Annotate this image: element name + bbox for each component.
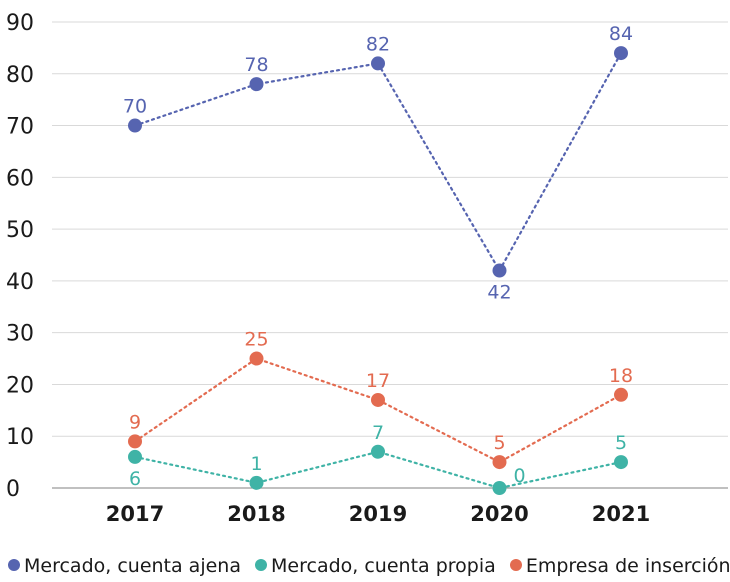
data-point-1-3[interactable]: [492, 481, 507, 495]
series-line-0: [133, 51, 623, 273]
legend-item-0[interactable]: Mercado, cuenta ajena: [8, 555, 241, 577]
y-tick-label-60: 60: [6, 166, 34, 191]
data-label-0-3: 42: [487, 282, 511, 304]
legend-marker-1: [255, 559, 268, 571]
data-point-0-1[interactable]: [249, 77, 264, 92]
data-point-2-2[interactable]: [371, 392, 385, 407]
data-point-0-0[interactable]: [128, 118, 142, 133]
y-tick-label-20: 20: [6, 373, 34, 398]
data-label-0-4: 84: [609, 23, 633, 45]
data-label-1-1: 1: [250, 453, 262, 475]
data-point-2-3[interactable]: [492, 455, 507, 470]
series-2: 9 25 17 5 18: [128, 329, 633, 470]
data-point-2-1[interactable]: [249, 351, 264, 366]
data-point-1-0[interactable]: [128, 449, 142, 464]
legend: Mercado, cuenta ajena Mercado, cuenta pr…: [8, 555, 730, 577]
legend-label-1: Mercado, cuenta propia: [271, 555, 496, 577]
data-label-1-2: 7: [372, 422, 384, 444]
x-tick-label-2019: 2019: [349, 502, 407, 526]
y-tick-label-0: 0: [6, 477, 20, 502]
data-point-2-0[interactable]: [128, 434, 142, 449]
gridlines: [52, 21, 728, 489]
data-label-2-2: 17: [366, 370, 390, 392]
x-tick-label-2021: 2021: [592, 502, 650, 526]
legend-item-2[interactable]: Empresa de inserción: [509, 555, 730, 577]
y-tick-label-90: 90: [6, 11, 34, 36]
data-label-2-0: 9: [129, 411, 141, 433]
y-tick-label-50: 50: [6, 218, 34, 243]
legend-marker-2: [509, 559, 522, 571]
data-label-0-0: 70: [123, 96, 147, 118]
series-0: 70 78 82 42 84: [123, 23, 633, 303]
data-label-1-3: 0: [514, 465, 526, 487]
x-tick-label-2017: 2017: [106, 502, 164, 526]
data-label-0-1: 78: [244, 54, 268, 76]
x-tick-label-2020: 2020: [470, 502, 528, 526]
y-tick-label-40: 40: [6, 270, 34, 295]
y-tick-label-30: 30: [6, 322, 34, 347]
data-point-0-4[interactable]: [614, 46, 628, 61]
x-tick-label-2018: 2018: [227, 502, 285, 526]
y-tick-label-80: 80: [6, 63, 34, 88]
legend-item-1[interactable]: Mercado, cuenta propia: [255, 555, 496, 577]
legend-label-0: Mercado, cuenta ajena: [24, 555, 241, 577]
y-axis-ticks: 0 10 20 30 40 50 60 70 80 90: [6, 11, 34, 502]
y-tick-label-10: 10: [6, 425, 34, 450]
data-point-1-1[interactable]: [249, 475, 264, 490]
legend-label-2: Empresa de inserción: [525, 555, 730, 577]
data-label-1-4: 5: [615, 432, 627, 454]
data-label-2-1: 25: [244, 329, 268, 351]
data-point-1-2[interactable]: [371, 444, 385, 459]
data-point-0-2[interactable]: [371, 56, 385, 71]
legend-marker-0: [8, 559, 20, 571]
data-point-1-4[interactable]: [614, 455, 628, 470]
data-label-2-3: 5: [493, 432, 505, 454]
data-label-2-4: 18: [609, 365, 633, 387]
data-point-0-3[interactable]: [492, 263, 507, 278]
y-tick-label-70: 70: [6, 115, 34, 140]
x-axis-ticks: 2017 2018 2019 2020 2021: [106, 502, 650, 526]
data-label-1-0: 6: [129, 468, 141, 490]
data-label-0-2: 82: [366, 33, 390, 55]
data-point-2-4[interactable]: [614, 387, 628, 402]
